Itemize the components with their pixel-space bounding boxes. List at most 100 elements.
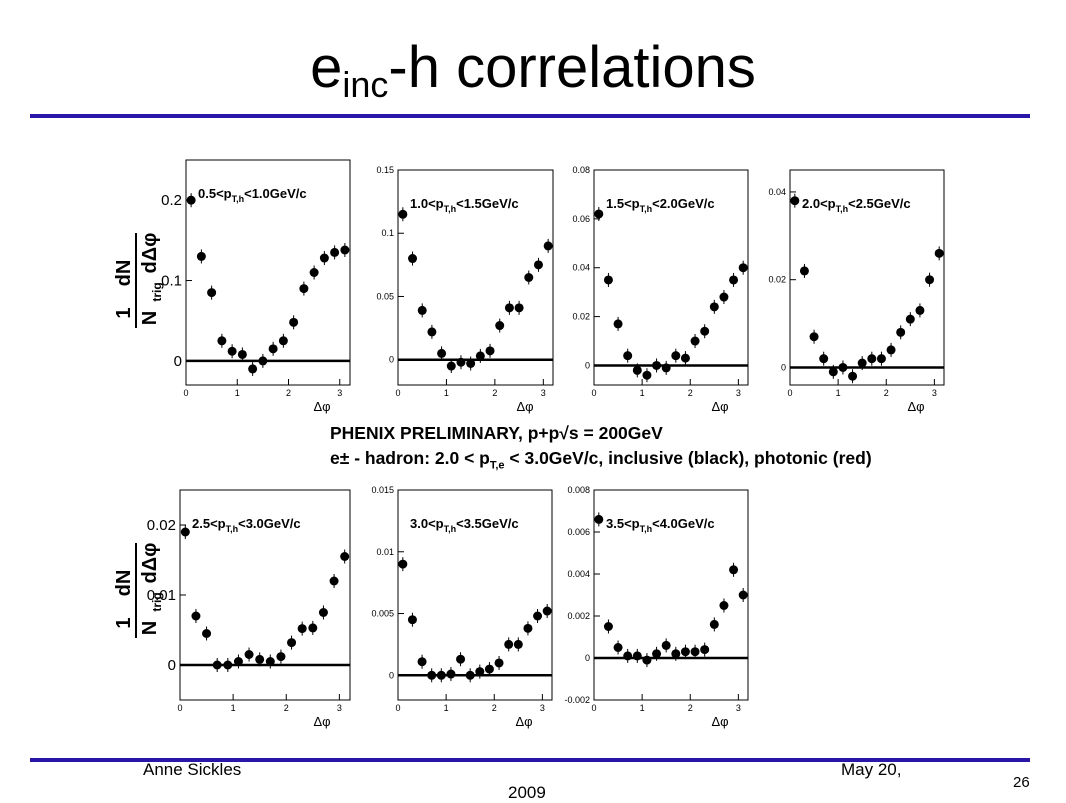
data-point <box>475 667 485 677</box>
data-point <box>533 260 543 270</box>
data-point <box>180 527 190 537</box>
x-tick-label: 2 <box>492 388 497 398</box>
y-tick-label: 0.15 <box>376 165 394 175</box>
y-tick-label: 0 <box>174 353 182 370</box>
x-axis-label: Δφ <box>907 399 924 414</box>
data-point <box>613 643 623 652</box>
x-tick-label: 0 <box>183 388 188 398</box>
panel-label: 2.5<pT,h<3.0GeV/c <box>192 516 301 534</box>
data-point <box>700 645 710 655</box>
x-tick-label: 3 <box>540 703 545 713</box>
data-point <box>603 275 613 285</box>
data-point <box>446 361 456 371</box>
data-point <box>212 660 222 670</box>
data-point <box>495 321 505 331</box>
data-point <box>427 327 437 337</box>
y-tick-label: 0 <box>168 657 176 674</box>
panel-label: 3.0<pT,h<3.5GeV/c <box>410 516 519 534</box>
data-point <box>680 647 690 657</box>
data-point <box>276 652 286 662</box>
data-point <box>828 367 838 377</box>
x-axis-label: Δφ <box>516 399 533 414</box>
x-tick-label: 3 <box>736 388 741 398</box>
data-point <box>265 657 275 666</box>
y-tick-label: 0.015 <box>371 485 394 495</box>
data-point <box>244 650 254 659</box>
data-point <box>191 611 201 621</box>
y-tick-label: 0 <box>389 355 394 365</box>
data-point <box>436 670 446 680</box>
data-point <box>671 649 681 659</box>
y-label-numerator: 1 <box>113 617 135 628</box>
y-tick-label: 0.01 <box>147 587 176 604</box>
y-tick-label: -0.002 <box>564 695 590 705</box>
data-point <box>237 349 247 359</box>
x-tick-label: 1 <box>231 703 236 713</box>
data-point <box>299 284 309 294</box>
data-point <box>466 359 476 368</box>
data-point <box>857 358 867 368</box>
data-point <box>456 357 466 367</box>
data-point <box>456 654 466 664</box>
data-point <box>738 263 748 273</box>
title-subscript: inc <box>342 64 389 105</box>
data-point <box>437 348 447 358</box>
data-point <box>661 363 671 373</box>
x-tick-label: 1 <box>444 703 449 713</box>
caption-line-2-rest: < 3.0GeV/c, inclusive (black), photonic … <box>504 448 872 468</box>
x-tick-label: 3 <box>337 388 342 398</box>
data-point <box>690 336 700 346</box>
data-point <box>594 209 604 219</box>
plot-frame <box>789 169 945 386</box>
data-point <box>398 209 408 219</box>
data-point <box>407 615 417 625</box>
y-tick-label: 0.08 <box>572 165 590 175</box>
x-tick-label: 0 <box>395 388 400 398</box>
data-point <box>475 351 485 361</box>
y-tick-label: 0.1 <box>161 273 182 290</box>
data-point <box>867 354 877 364</box>
data-point <box>408 254 418 264</box>
y-label-trig: trig <box>150 282 164 301</box>
data-point <box>465 670 475 680</box>
data-point <box>594 514 604 524</box>
y-label-dphi: dΔφ <box>139 233 161 274</box>
data-point <box>289 317 299 327</box>
x-tick-label: 0 <box>787 388 792 398</box>
data-point <box>309 268 319 277</box>
data-point <box>652 649 662 659</box>
y-tick-label: 0 <box>781 362 786 372</box>
data-point <box>738 590 748 600</box>
panel-label: 1.0<pT,h<1.5GeV/c <box>410 196 519 214</box>
plot-frame <box>185 159 351 386</box>
data-point <box>661 640 671 650</box>
data-point <box>308 623 318 633</box>
x-tick-label: 0 <box>591 388 596 398</box>
data-point <box>623 351 633 361</box>
data-point <box>196 251 206 261</box>
data-point <box>632 651 642 661</box>
data-point <box>513 639 523 649</box>
x-tick-label: 3 <box>736 703 741 713</box>
data-point <box>340 245 350 255</box>
data-point <box>709 619 719 629</box>
data-point <box>514 303 524 313</box>
data-point <box>533 611 543 621</box>
data-point <box>819 354 829 364</box>
data-point <box>330 247 340 257</box>
x-tick-label: 1 <box>235 388 240 398</box>
data-point <box>340 552 350 561</box>
x-tick-label: 0 <box>177 703 182 713</box>
data-point <box>297 624 307 634</box>
caption-line-2-sub: T,e <box>489 459 505 472</box>
x-tick-label: 3 <box>337 703 342 713</box>
caption-line-2: e± - hadron: 2.0 < pT,e < 3.0GeV/c, incl… <box>330 448 950 472</box>
y-label-N: N <box>139 621 161 635</box>
x-tick-label: 2 <box>688 388 693 398</box>
data-point <box>603 622 613 631</box>
y-tick-label: 0.02 <box>572 312 590 322</box>
data-point <box>329 576 339 586</box>
panel-label: 1.5<pT,h<2.0GeV/c <box>606 196 715 214</box>
